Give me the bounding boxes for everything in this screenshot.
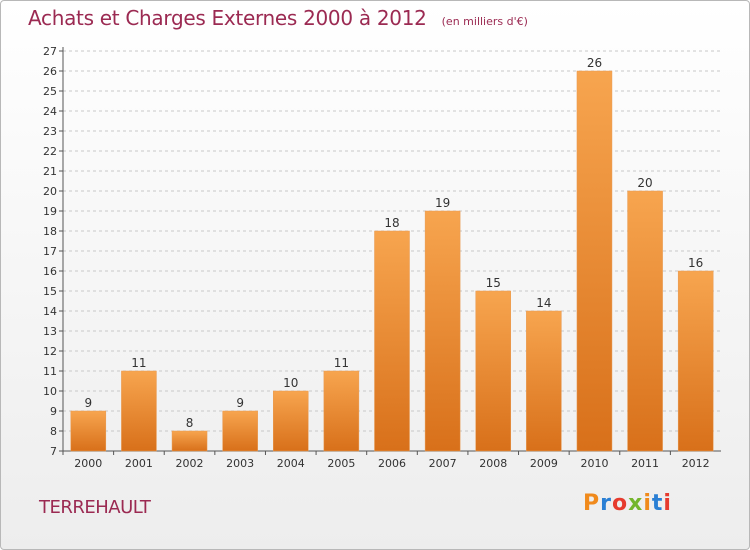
chart-unit: (en milliers d'€) xyxy=(441,15,528,28)
x-tick-label: 2005 xyxy=(327,457,355,470)
y-tick-label: 20 xyxy=(43,185,57,198)
y-tick-label: 12 xyxy=(43,345,57,358)
x-tick-label: 2006 xyxy=(378,457,406,470)
value-label: 15 xyxy=(486,276,501,290)
chart-title: Achats et Charges Externes 2000 à 2012 xyxy=(28,6,427,30)
x-tick-label: 2001 xyxy=(125,457,153,470)
y-tick-label: 26 xyxy=(43,65,57,78)
bar-2012 xyxy=(677,270,714,452)
bar-2004 xyxy=(273,390,309,452)
x-tick-label: 2010 xyxy=(580,457,608,470)
bar-2002 xyxy=(171,430,208,452)
x-tick-label: 2004 xyxy=(277,457,305,470)
proxiti-logo: Proxiti xyxy=(583,491,672,516)
x-tick-label: 2002 xyxy=(176,457,204,470)
bar-2008 xyxy=(475,290,511,452)
value-label: 8 xyxy=(186,416,194,430)
commune-name: TERREHAULT xyxy=(39,497,151,518)
logo-letter: i xyxy=(643,491,652,516)
y-tick-label: 15 xyxy=(43,285,57,298)
value-label: 16 xyxy=(688,256,703,270)
bar-2000 xyxy=(70,410,107,452)
x-tick-label: 2012 xyxy=(682,457,710,470)
bar-2011 xyxy=(627,190,663,452)
y-tick-label: 17 xyxy=(43,245,57,258)
bar-2003 xyxy=(222,410,258,452)
logo-letter: r xyxy=(600,491,612,516)
y-tick-label: 25 xyxy=(43,85,57,98)
x-tick-label: 2009 xyxy=(530,457,558,470)
y-tick-label: 23 xyxy=(43,125,57,138)
value-label: 9 xyxy=(236,396,244,410)
x-tick-label: 2000 xyxy=(74,457,102,470)
y-tick-label: 19 xyxy=(43,205,57,218)
logo-letter: i xyxy=(663,491,672,516)
value-label: 20 xyxy=(637,176,652,190)
value-label: 9 xyxy=(84,396,92,410)
y-tick-label: 16 xyxy=(43,265,57,278)
y-tick-label: 7 xyxy=(50,445,57,458)
value-label: 26 xyxy=(587,56,602,70)
x-tick-label: 2007 xyxy=(429,457,457,470)
logo-letter: o xyxy=(611,491,629,516)
value-label: 11 xyxy=(334,356,349,370)
value-label: 11 xyxy=(131,356,146,370)
y-tick-label: 27 xyxy=(43,45,57,58)
x-tick-label: 2011 xyxy=(631,457,659,470)
bar-2001 xyxy=(121,370,157,452)
y-tick-label: 21 xyxy=(43,165,57,178)
title-row: Achats et Charges Externes 2000 à 2012 (… xyxy=(28,6,528,30)
y-tick-label: 8 xyxy=(50,425,57,438)
value-label: 18 xyxy=(384,216,399,230)
bar-2005 xyxy=(323,370,360,452)
value-label: 10 xyxy=(283,376,298,390)
y-tick-label: 9 xyxy=(50,405,57,418)
labels: 7 8 9 10 11 12 13 14 15 16 17 18 19 20 21 22 23 24 25 26 27 9… xyxy=(43,45,710,470)
y-tick-label: 22 xyxy=(43,145,57,158)
bar-2006 xyxy=(374,230,410,452)
y-tick-label: 18 xyxy=(43,225,57,238)
y-tick-label: 24 xyxy=(43,105,57,118)
bar-2007 xyxy=(424,210,461,452)
logo-letter: P xyxy=(583,491,601,516)
bar-2009 xyxy=(526,310,562,452)
x-tick-label: 2003 xyxy=(226,457,254,470)
x-tick-label: 2008 xyxy=(479,457,507,470)
logo-letter: t xyxy=(651,491,664,516)
value-label: 14 xyxy=(536,296,551,310)
y-tick-label: 11 xyxy=(43,365,57,378)
y-tick-label: 10 xyxy=(43,385,57,398)
bar-2010 xyxy=(576,70,613,452)
y-tick-label: 13 xyxy=(43,325,57,338)
logo-letter: x xyxy=(628,491,644,516)
value-label: 19 xyxy=(435,196,450,210)
bars xyxy=(70,70,714,452)
y-tick-label: 14 xyxy=(43,305,57,318)
